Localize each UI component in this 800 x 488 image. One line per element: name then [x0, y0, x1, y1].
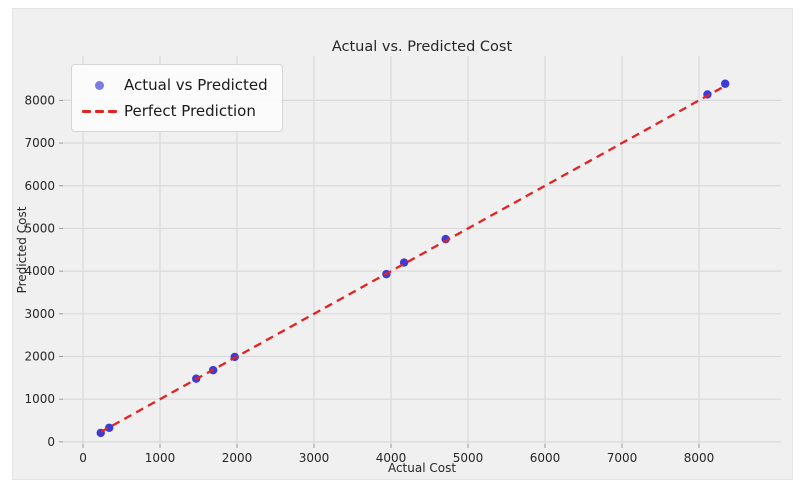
y-tick-label: 1000 [24, 392, 55, 406]
y-tick-label: 4000 [24, 264, 55, 278]
dashes-icon [81, 109, 117, 113]
x-tick-label: 0 [79, 451, 87, 465]
legend-label: Perfect Prediction [124, 102, 256, 120]
x-tick-label: 1000 [145, 451, 176, 465]
y-tick-label: 8000 [24, 93, 55, 107]
x-tick-label: 7000 [607, 451, 638, 465]
legend-entry-line: Perfect Prediction [81, 98, 268, 124]
dot-icon [94, 80, 104, 90]
chart-figure: 0 1000 2000 3000 4000 5000 6000 7000 8000 0 1000 20… [12, 8, 793, 480]
x-tick-label: 6000 [530, 451, 561, 465]
y-tick-label: 5000 [24, 221, 55, 235]
y-axis-label: Predicted Cost [15, 206, 29, 294]
dashed-line-marker-icon [81, 109, 117, 113]
data-point [720, 79, 730, 88]
y-tick-label: 2000 [24, 349, 55, 363]
x-axis-label: Actual Cost [387, 461, 457, 475]
legend-entry-scatter: Actual vs Predicted [82, 72, 268, 98]
x-tick-label: 3000 [299, 451, 330, 465]
tick-labels: 0 1000 2000 3000 4000 5000 6000 7000 8000 0 1000 20… [24, 93, 714, 465]
data-point [104, 423, 114, 432]
perfect-prediction-line [100, 84, 726, 434]
legend: Actual vs Predicted Perfect Prediction [71, 64, 283, 132]
legend-label: Actual vs Predicted [124, 76, 268, 94]
x-tick-label: 5000 [453, 451, 484, 465]
scatter-marker-icon [82, 80, 116, 90]
y-tick-label: 3000 [24, 307, 55, 321]
gridlines [63, 56, 781, 444]
x-tick-label: 4000 [376, 451, 407, 465]
chart-title: Actual vs. Predicted Cost [331, 39, 513, 55]
x-tick-label: 2000 [222, 451, 253, 465]
chart-canvas: 0 1000 2000 3000 4000 5000 6000 7000 8000 0 1000 20… [24, 56, 781, 465]
y-tick-label: 7000 [24, 136, 55, 150]
tick-marks [59, 99, 700, 448]
x-tick-label: 8000 [684, 451, 715, 465]
y-tick-label: 6000 [24, 179, 55, 193]
y-tick-label: 0 [47, 435, 55, 449]
